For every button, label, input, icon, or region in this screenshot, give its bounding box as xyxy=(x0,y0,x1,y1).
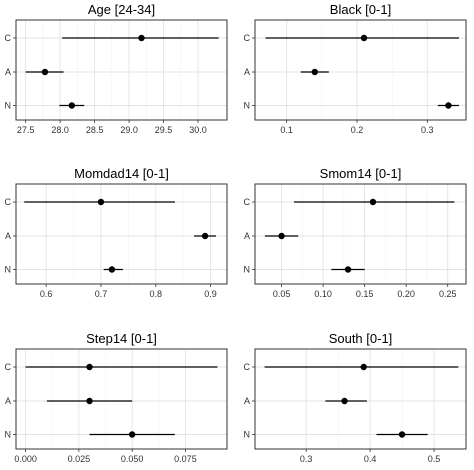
x-tick-label: 0.050 xyxy=(121,454,144,464)
category-label: A xyxy=(244,396,250,406)
estimate-point xyxy=(86,363,93,371)
estimate-point xyxy=(360,34,368,42)
panel-5: Step14 [0-1] 0.000 0.025 0.050 0.075 C A N xyxy=(5,331,228,464)
estimate-point xyxy=(311,68,318,76)
category-label: C xyxy=(244,362,251,372)
x-tick-label: 0.5 xyxy=(428,454,441,464)
estimate-point xyxy=(341,397,348,405)
x-tick-label: 0.3 xyxy=(300,454,313,464)
x-tick-label: 0.7 xyxy=(95,289,108,299)
panel-2: Black [0-1] 0.1 0.2 0.3 C A N xyxy=(244,2,467,135)
category-label: C xyxy=(244,33,251,43)
category-label: C xyxy=(5,197,12,207)
panel-border xyxy=(254,183,467,285)
plot-area xyxy=(16,349,227,449)
x-tick-label: 0.9 xyxy=(204,289,217,299)
panel-4: Smom14 [0-1] 0.05 0.10 0.15 0.20 0.25 C A N xyxy=(244,166,467,299)
x-tick-label: 0.000 xyxy=(14,454,37,464)
plot-area xyxy=(255,349,466,449)
panel-border xyxy=(254,348,467,450)
panel-6: South [0-1] 0.3 0.4 0.5 C A N xyxy=(244,331,467,464)
x-tick-label: 29.5 xyxy=(155,125,173,135)
estimate-point xyxy=(278,232,285,240)
category-label: A xyxy=(244,67,250,77)
panel-border xyxy=(15,183,228,285)
estimate-point xyxy=(97,198,105,206)
category-label: A xyxy=(5,396,11,406)
category-label: C xyxy=(5,33,12,43)
category-label: N xyxy=(244,265,251,275)
category-label: N xyxy=(244,101,251,111)
category-label: N xyxy=(5,265,12,275)
panel-3: Momdad14 [0-1] 0.6 0.7 0.8 0.9 C A N xyxy=(5,166,228,299)
x-tick-label: 0.8 xyxy=(149,289,162,299)
x-tick-label: 29.0 xyxy=(120,125,138,135)
panel-title: Age [24-34] xyxy=(88,2,155,17)
x-tick-label: 28.0 xyxy=(51,125,69,135)
panel-border xyxy=(254,19,467,121)
panel-border xyxy=(15,348,228,450)
category-label: A xyxy=(5,231,11,241)
plot-area xyxy=(255,184,466,284)
x-tick-label: 0.3 xyxy=(421,125,434,135)
category-label: N xyxy=(5,430,12,440)
estimate-point xyxy=(138,34,145,42)
estimate-point xyxy=(41,68,49,76)
x-tick-label: 0.6 xyxy=(40,289,53,299)
panel-title: Momdad14 [0-1] xyxy=(74,166,169,181)
plot-area xyxy=(16,20,227,120)
plot-area xyxy=(255,20,466,120)
x-tick-label: 0.15 xyxy=(356,289,374,299)
x-tick-label: 0.1 xyxy=(280,125,293,135)
estimate-point xyxy=(445,102,452,109)
x-tick-label: 27.5 xyxy=(17,125,35,135)
estimate-point xyxy=(86,397,93,405)
estimate-point xyxy=(360,363,367,371)
panel-title: Black [0-1] xyxy=(330,2,391,17)
x-tick-label: 0.2 xyxy=(351,125,364,135)
estimate-point xyxy=(128,431,136,438)
estimate-point xyxy=(108,266,116,273)
x-tick-label: 0.4 xyxy=(364,454,377,464)
category-label: A xyxy=(244,231,250,241)
estimate-point xyxy=(369,198,377,206)
panel-1: Age [24-34] 27.5 28.0 28.5 29.0 29.5 30.0 C A N xyxy=(5,2,228,135)
x-tick-label: 0.075 xyxy=(174,454,197,464)
category-label: C xyxy=(244,197,251,207)
panel-border xyxy=(15,19,228,121)
estimate-point xyxy=(398,431,406,438)
estimate-point xyxy=(344,266,352,273)
panel-title: South [0-1] xyxy=(329,331,393,346)
x-tick-label: 28.5 xyxy=(86,125,104,135)
x-tick-label: 0.25 xyxy=(439,289,457,299)
category-label: A xyxy=(5,67,11,77)
category-label: N xyxy=(244,430,251,440)
category-label: C xyxy=(5,362,12,372)
x-tick-label: 30.0 xyxy=(189,125,207,135)
category-label: N xyxy=(5,101,12,111)
x-tick-label: 0.20 xyxy=(397,289,415,299)
x-tick-label: 0.025 xyxy=(68,454,91,464)
plot-area xyxy=(16,184,227,284)
x-tick-label: 0.05 xyxy=(273,289,291,299)
estimate-point xyxy=(201,232,209,240)
panel-title: Step14 [0-1] xyxy=(86,331,157,346)
panel-title: Smom14 [0-1] xyxy=(320,166,402,181)
x-tick-label: 0.10 xyxy=(314,289,332,299)
estimate-point xyxy=(68,102,76,109)
